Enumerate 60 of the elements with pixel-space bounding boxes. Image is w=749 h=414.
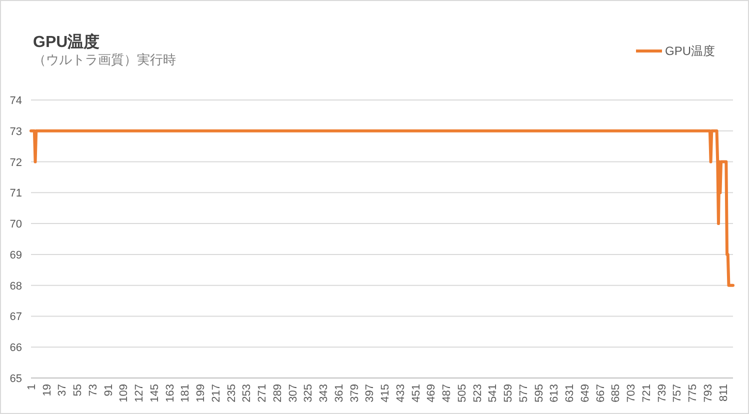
- y-tick-label: 73: [10, 126, 22, 138]
- x-tick-label: 793: [702, 384, 714, 402]
- x-tick-label: 307: [287, 384, 300, 402]
- x-tick-label: 1: [26, 384, 38, 390]
- x-tick-label: 505: [456, 384, 468, 402]
- x-tick-label: 91: [102, 384, 115, 396]
- y-tick-label: 69: [10, 249, 22, 262]
- x-tick-label: 109: [118, 384, 130, 402]
- x-tick-label: 433: [394, 384, 407, 402]
- x-tick-label: 775: [687, 384, 700, 402]
- x-tick-label: 235: [226, 384, 238, 402]
- legend-label: GPU温度: [665, 44, 716, 58]
- x-tick-label: 55: [72, 384, 84, 396]
- y-tick-label: 74: [10, 95, 22, 107]
- x-tick-label: 73: [87, 384, 100, 396]
- x-tick-label: 739: [656, 384, 668, 402]
- x-tick-label: 181: [180, 384, 192, 402]
- x-tick-label: 613: [548, 384, 561, 402]
- y-tick-label: 67: [10, 311, 22, 324]
- x-tick-label: 595: [533, 384, 546, 402]
- x-tick-label: 685: [610, 384, 622, 402]
- x-tick-label: 415: [380, 384, 392, 402]
- x-tick-label: 559: [502, 384, 515, 402]
- line-series: [30, 129, 734, 287]
- x-tick-label: 19: [41, 384, 54, 396]
- y-tick-label: 68: [10, 280, 22, 292]
- chart-subtitle: （ウルトラ画質）実行時: [33, 52, 176, 67]
- y-tick-label: 66: [10, 342, 22, 354]
- x-tick-label: 343: [318, 384, 330, 402]
- x-tick-label: 289: [272, 384, 284, 402]
- x-tick-label: 271: [256, 384, 269, 402]
- y-tick-label: 72: [10, 156, 22, 169]
- x-tick-label: 811: [718, 384, 730, 402]
- x-tick-label: 703: [626, 384, 638, 402]
- x-tick-label: 163: [164, 384, 176, 402]
- x-tick-label: 469: [426, 384, 438, 402]
- y-tick-label: 71: [10, 188, 22, 200]
- x-tick-label: 199: [195, 384, 208, 402]
- x-tick-label: 667: [594, 384, 607, 402]
- x-tick-label: 757: [672, 384, 684, 402]
- y-tick-label: 70: [10, 218, 22, 231]
- x-tick-label: 397: [364, 384, 376, 402]
- x-tick-label: 631: [564, 384, 576, 402]
- chart-title: GPU温度: [33, 32, 100, 51]
- x-tick-label: 379: [348, 384, 361, 402]
- x-tick-label: 451: [410, 384, 422, 402]
- x-tick-label: 361: [333, 384, 346, 402]
- x-tick-label: 37: [56, 384, 69, 396]
- x-tick-label: 325: [302, 384, 315, 402]
- x-tick-label: 217: [210, 384, 222, 402]
- x-tick-label: 145: [148, 384, 161, 402]
- x-tick-label: 577: [518, 384, 530, 402]
- x-tick-label: 721: [640, 384, 653, 402]
- x-tick-label: 523: [472, 384, 484, 402]
- x-tick-label: 541: [487, 384, 500, 402]
- x-tick-label: 127: [134, 384, 146, 402]
- x-tick-label: 253: [241, 384, 254, 402]
- x-tick-label: 487: [441, 384, 454, 402]
- x-tick-label: 649: [579, 384, 592, 402]
- y-tick-label: 65: [10, 373, 22, 385]
